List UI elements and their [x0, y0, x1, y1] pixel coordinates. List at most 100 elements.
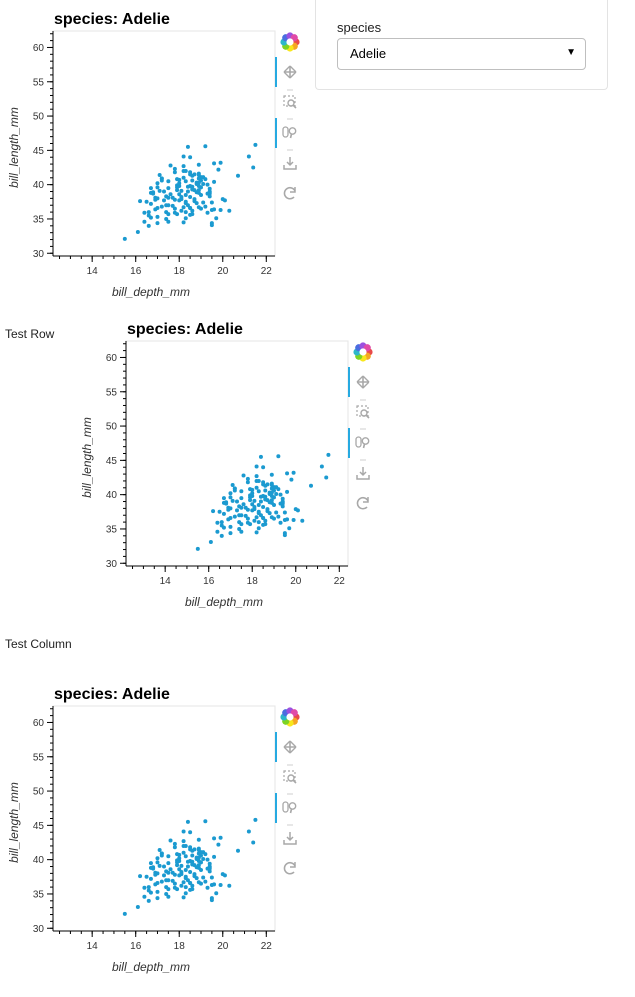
data-point	[142, 885, 147, 890]
data-point	[148, 876, 153, 881]
data-point	[207, 865, 212, 870]
data-point	[236, 848, 240, 853]
x-tick-label: 16	[130, 941, 142, 952]
save-icon[interactable]	[353, 463, 373, 483]
data-point	[207, 869, 212, 874]
plot-frame[interactable]	[125, 340, 349, 567]
data-point	[183, 885, 188, 890]
data-point	[272, 488, 276, 493]
data-point	[153, 872, 158, 877]
box-zoom-icon[interactable]	[280, 92, 300, 112]
data-point	[196, 205, 201, 210]
wheel-zoom-icon[interactable]	[353, 432, 373, 452]
data-point	[162, 864, 166, 869]
y-tick-label: 35	[33, 214, 45, 225]
data-point	[157, 173, 162, 178]
data-point	[192, 847, 197, 852]
data-point	[254, 474, 259, 479]
data-point	[194, 856, 199, 861]
data-point	[183, 854, 188, 859]
data-point	[218, 883, 223, 888]
data-point	[162, 189, 166, 194]
data-point	[237, 526, 242, 531]
reset-icon[interactable]	[280, 858, 300, 878]
data-point	[239, 489, 244, 494]
reset-icon[interactable]	[353, 493, 373, 513]
pan-icon[interactable]	[280, 737, 300, 757]
data-point	[214, 216, 219, 221]
data-point	[196, 837, 201, 842]
data-point	[164, 216, 169, 221]
pan-icon[interactable]	[353, 372, 373, 392]
data-point	[256, 526, 261, 531]
species-select[interactable]: Adelie ▼	[337, 38, 586, 70]
data-point	[162, 198, 166, 203]
pan-icon[interactable]	[280, 62, 300, 82]
plot-frame[interactable]	[52, 705, 276, 932]
data-point	[148, 186, 153, 191]
box-zoom-icon[interactable]	[280, 767, 300, 787]
y-tick-label: 50	[33, 787, 45, 798]
data-point	[251, 165, 256, 170]
species-select-title: species	[337, 20, 382, 35]
data-point	[224, 501, 229, 506]
data-point	[190, 208, 195, 213]
data-point	[280, 496, 285, 501]
plot-frame[interactable]	[52, 30, 276, 257]
data-point	[230, 498, 235, 503]
data-point	[168, 192, 173, 197]
data-point	[188, 830, 193, 835]
data-point	[228, 531, 233, 536]
data-point	[185, 189, 190, 194]
data-point	[218, 160, 223, 165]
plot-row: species: Adelie 14 16 18 20 22 30 35 40 45 50 55 60 b…	[73, 316, 383, 616]
data-point	[248, 498, 253, 503]
data-point	[185, 203, 190, 208]
scatter-chart: species: Adelie 14 16 18 20 22 30 35 40 45 50 55 60 b…	[80, 321, 373, 609]
box-zoom-icon[interactable]	[353, 402, 373, 422]
wheel-zoom-icon[interactable]	[280, 122, 300, 142]
data-point	[185, 144, 190, 149]
save-icon[interactable]	[280, 153, 300, 173]
data-point	[177, 867, 182, 872]
data-point	[256, 502, 261, 507]
data-point	[185, 819, 190, 824]
test-column-label: Test Column	[5, 637, 72, 651]
y-axis-label: bill_length_mm	[7, 782, 21, 863]
data-point	[263, 518, 268, 523]
data-point	[207, 861, 212, 866]
data-point	[250, 491, 255, 496]
data-point	[201, 200, 206, 205]
data-point	[172, 841, 177, 846]
data-point	[256, 478, 261, 483]
data-point	[166, 854, 171, 859]
data-point	[263, 488, 268, 493]
y-tick-label: 60	[33, 43, 45, 54]
data-point	[261, 494, 266, 499]
data-point	[291, 470, 296, 475]
data-point	[159, 176, 164, 181]
data-point	[252, 518, 257, 523]
x-tick-label: 18	[174, 266, 186, 277]
chart-title: species: Adelie	[54, 686, 170, 703]
data-point	[166, 887, 171, 892]
x-tick-label: 22	[261, 266, 273, 277]
data-point	[218, 208, 223, 213]
plot-toolbar	[275, 32, 300, 203]
data-point	[195, 546, 200, 551]
data-point	[300, 518, 305, 523]
wheel-zoom-icon[interactable]	[280, 797, 300, 817]
data-point	[190, 212, 195, 217]
data-point	[226, 507, 231, 512]
y-tick-label: 55	[33, 77, 45, 88]
data-point	[254, 530, 259, 535]
data-point	[172, 206, 177, 211]
chart-title: species: Adelie	[127, 321, 243, 338]
data-point	[146, 885, 151, 890]
x-tick-label: 14	[87, 266, 99, 277]
reset-icon[interactable]	[280, 183, 300, 203]
save-icon[interactable]	[280, 828, 300, 848]
data-point	[261, 465, 266, 470]
data-point	[252, 498, 257, 503]
data-point	[227, 208, 232, 213]
